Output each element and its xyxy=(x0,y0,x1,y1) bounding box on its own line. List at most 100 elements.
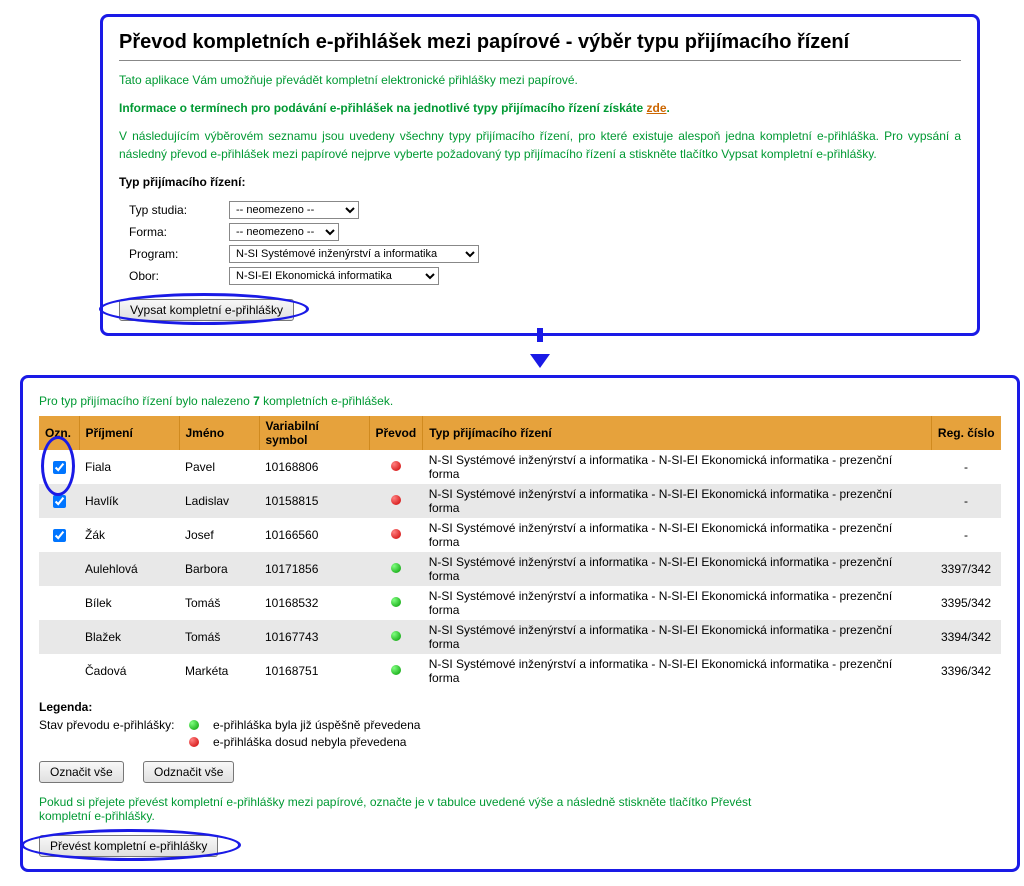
obor-select[interactable]: N-SI-EI Ekonomická informatika xyxy=(229,267,439,285)
green-dot-icon xyxy=(391,631,401,641)
cell-typ: N-SI Systémové inženýrství a informatika… xyxy=(423,518,931,552)
cell-prijmeni: Havlík xyxy=(79,484,179,518)
col-prijmeni: Příjmení xyxy=(79,416,179,450)
red-dot-icon xyxy=(189,737,199,747)
cell-prevod xyxy=(369,620,423,654)
table-row: FialaPavel10168806N-SI Systémové inženýr… xyxy=(39,450,1001,484)
obor-label: Obor: xyxy=(129,269,229,283)
cell-jmeno: Josef xyxy=(179,518,259,552)
cell-typ: N-SI Systémové inženýrství a informatika… xyxy=(423,552,931,586)
found-line: Pro typ přijímacího řízení bylo nalezeno… xyxy=(39,394,1001,408)
cell-vs: 10171856 xyxy=(259,552,369,586)
select-all-button[interactable]: Označit vše xyxy=(39,761,124,783)
filter-heading: Typ přijímacího řízení: xyxy=(119,175,961,189)
cell-prevod xyxy=(369,586,423,620)
filter-row-obor: Obor: N-SI-EI Ekonomická informatika xyxy=(129,267,961,285)
cell-vs: 10168532 xyxy=(259,586,369,620)
table-row: HavlíkLadislav10158815 N-SI Systémové inž… xyxy=(39,484,1001,518)
cell-ozn xyxy=(39,586,79,620)
typ-studia-label: Typ studia: xyxy=(129,203,229,217)
info-suffix: . xyxy=(667,101,670,115)
cell-vs: 10166560 xyxy=(259,518,369,552)
cell-ozn xyxy=(39,552,79,586)
found-suffix: kompletních e-přihlášek. xyxy=(260,394,393,408)
table-header-row: Ozn. Příjmení Jméno Variabilní symbol Př… xyxy=(39,416,1001,450)
cell-ozn xyxy=(39,654,79,688)
forma-select[interactable]: -- neomezeno -- xyxy=(229,223,339,241)
filter-row-program: Program: N-SI Systémové inženýrství a in… xyxy=(129,245,961,263)
top-panel: Převod kompletních e-přihlášek mezi papí… xyxy=(100,14,980,336)
cell-reg: - xyxy=(931,450,1001,484)
green-dot-icon xyxy=(391,597,401,607)
cell-prijmeni: Čadová xyxy=(79,654,179,688)
program-label: Program: xyxy=(129,247,229,261)
info-line: Informace o termínech pro podávání e-při… xyxy=(119,99,961,117)
cell-prevod xyxy=(369,450,423,484)
cell-ozn xyxy=(39,484,79,518)
found-prefix: Pro typ přijímacího řízení bylo nalezeno xyxy=(39,394,253,408)
cell-prevod xyxy=(369,654,423,688)
table-row: BlažekTomáš10167743N-SI Systémové inžený… xyxy=(39,620,1001,654)
select-buttons-row: Označit vše Odznačit vše xyxy=(39,761,1001,783)
green-dot-icon xyxy=(391,665,401,675)
cell-reg: - xyxy=(931,484,1001,518)
cell-jmeno: Barbora xyxy=(179,552,259,586)
legend-row-green: Stav převodu e-přihlášky: e-přihláška by… xyxy=(39,718,1001,732)
filter-block: Typ studia: -- neomezeno -- Forma: -- ne… xyxy=(129,201,961,285)
legend-green-text: e-přihláška byla již úspěšně převedena xyxy=(213,718,420,732)
cell-vs: 10168751 xyxy=(259,654,369,688)
cell-jmeno: Tomáš xyxy=(179,586,259,620)
cell-prijmeni: Blažek xyxy=(79,620,179,654)
forma-label: Forma: xyxy=(129,225,229,239)
col-jmeno: Jméno xyxy=(179,416,259,450)
cell-reg: 3397/342 xyxy=(931,552,1001,586)
cell-jmeno: Tomáš xyxy=(179,620,259,654)
cell-prevod xyxy=(369,518,423,552)
cell-reg: 3396/342 xyxy=(931,654,1001,688)
description: V následujícím výběrovém seznamu jsou uv… xyxy=(119,127,961,163)
cell-typ: N-SI Systémové inženýrství a informatika… xyxy=(423,450,931,484)
legend-row-red: e-přihláška dosud nebyla převedena xyxy=(39,735,1001,749)
legend-row-label: Stav převodu e-přihlášky: xyxy=(39,718,189,732)
cell-prevod xyxy=(369,484,423,518)
cell-ozn xyxy=(39,450,79,484)
table-row: BílekTomáš10168532N-SI Systémové inženýr… xyxy=(39,586,1001,620)
col-reg: Reg. číslo xyxy=(931,416,1001,450)
red-dot-icon xyxy=(391,495,401,505)
typ-studia-select[interactable]: -- neomezeno -- xyxy=(229,201,359,219)
cell-prijmeni: Žák xyxy=(79,518,179,552)
cell-jmeno: Markéta xyxy=(179,654,259,688)
info-link[interactable]: zde xyxy=(646,101,666,115)
green-dot-icon xyxy=(391,563,401,573)
list-button[interactable]: Vypsat kompletní e-přihlášky xyxy=(119,299,294,321)
cell-reg: - xyxy=(931,518,1001,552)
legend-title: Legenda: xyxy=(39,700,1001,714)
found-count: 7 xyxy=(253,394,260,408)
intro-text: Tato aplikace Vám umožňuje převádět komp… xyxy=(119,71,961,89)
col-ozn: Ozn. xyxy=(39,416,79,450)
deselect-all-button[interactable]: Odznačit vše xyxy=(143,761,234,783)
cell-typ: N-SI Systémové inženýrství a informatika… xyxy=(423,586,931,620)
cell-jmeno: Ladislav xyxy=(179,484,259,518)
bottom-panel: Pro typ přijímacího řízení bylo nalezeno… xyxy=(20,375,1020,872)
program-select[interactable]: N-SI Systémové inženýrství a informatika xyxy=(229,245,479,263)
convert-button[interactable]: Převést kompletní e-přihlášky xyxy=(39,835,218,857)
cell-typ: N-SI Systémové inženýrství a informatika… xyxy=(423,654,931,688)
row-checkbox[interactable] xyxy=(53,495,66,508)
row-checkbox[interactable] xyxy=(53,461,66,474)
row-checkbox[interactable] xyxy=(53,529,66,542)
cell-typ: N-SI Systémové inženýrství a informatika… xyxy=(423,620,931,654)
cell-jmeno: Pavel xyxy=(179,450,259,484)
info-prefix: Informace o termínech pro podávání e-při… xyxy=(119,101,646,115)
cell-typ: N-SI Systémové inženýrství a informatika… xyxy=(423,484,931,518)
arrow-connector xyxy=(100,340,980,371)
applications-table: Ozn. Příjmení Jméno Variabilní symbol Př… xyxy=(39,416,1001,688)
cell-vs: 10168806 xyxy=(259,450,369,484)
col-vs: Variabilní symbol xyxy=(259,416,369,450)
cell-vs: 10158815 xyxy=(259,484,369,518)
convert-note: Pokud si přejete převést kompletní e-při… xyxy=(39,795,799,823)
col-typ: Typ přijímacího řízení xyxy=(423,416,931,450)
red-dot-icon xyxy=(391,461,401,471)
cell-prevod xyxy=(369,552,423,586)
filter-row-typ-studia: Typ studia: -- neomezeno -- xyxy=(129,201,961,219)
